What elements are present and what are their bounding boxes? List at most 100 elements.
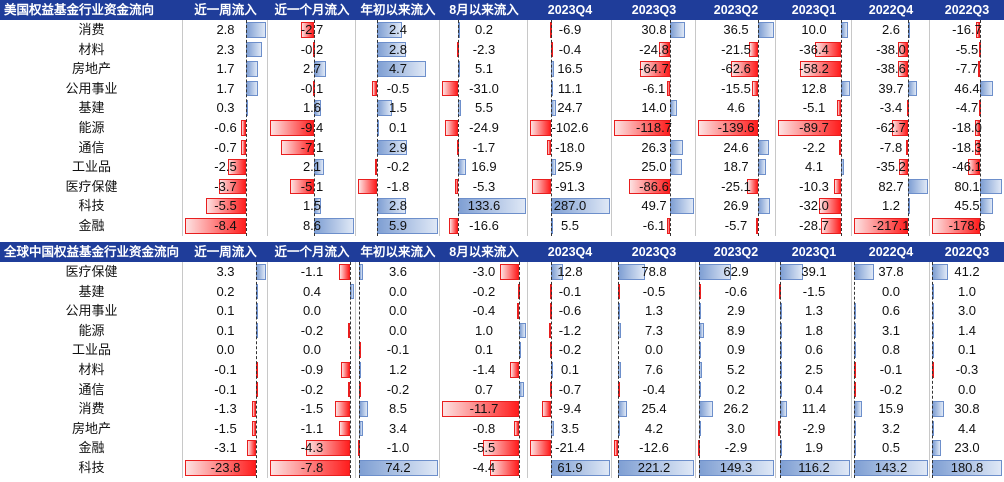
data-cell: 30.8 xyxy=(612,20,696,40)
data-cell: -21.4 xyxy=(528,438,612,458)
data-cell: -7.7 xyxy=(930,59,1004,79)
cell-value: 0.4 xyxy=(804,381,824,397)
table-row: 能源 0.1 -0.2 0.0 1.0 -1.2 7.3 8.9 1.8 3.1 1.4 xyxy=(0,321,1004,341)
cell-value: 74.2 xyxy=(385,460,411,475)
data-cell: -10.3 xyxy=(776,177,852,197)
cell-value: 45.5 xyxy=(954,198,980,214)
cell-value: 11.4 xyxy=(801,401,827,417)
cell-value: -28.7 xyxy=(799,218,829,233)
data-cell: 5.5 xyxy=(440,98,528,118)
cell-value: 3.3 xyxy=(216,264,235,279)
cell-value: -1.5 xyxy=(214,420,237,436)
outflow-bar xyxy=(747,178,759,195)
cell-value: -0.2 xyxy=(879,381,903,397)
column-header: 2023Q2 xyxy=(713,3,759,17)
cell-value: -0.2 xyxy=(386,381,410,397)
data-cell: -46.1 xyxy=(930,157,1004,177)
column-header: 2023Q3 xyxy=(631,245,677,259)
cell-value: -5.1 xyxy=(300,178,324,194)
outflow-bar xyxy=(490,460,520,476)
outflow-bar xyxy=(667,80,671,97)
outflow-bar xyxy=(697,120,759,136)
cell-value: 5.1 xyxy=(474,61,494,77)
data-cell: 0.0 xyxy=(356,282,440,302)
cell-value: 0.1 xyxy=(957,342,977,358)
data-cell: -3.4 xyxy=(852,98,930,118)
outflow-bar xyxy=(854,218,908,234)
outflow-bar xyxy=(334,401,350,417)
cell-value: -5.7 xyxy=(724,218,748,233)
data-cell: 1.5 xyxy=(268,196,356,216)
cell-value: 39.7 xyxy=(878,80,904,96)
cell-value: 82.7 xyxy=(878,178,904,194)
table-row: 房地产 -1.5 -1.1 3.4 -0.8 3.5 4.2 3.0 -2.9 3.2 4.4 xyxy=(0,419,1004,439)
data-cell: 41.2 xyxy=(930,262,1004,282)
cell-value: 0.2 xyxy=(474,22,494,37)
cell-value: 12.8 xyxy=(801,80,827,96)
column-header: 2022Q3 xyxy=(944,245,990,259)
data-cell: 7.3 xyxy=(612,321,696,341)
column-divider xyxy=(355,20,356,236)
cell-value: -1.1 xyxy=(300,264,324,279)
outflow-bar xyxy=(347,322,350,339)
outflow-bar xyxy=(340,362,350,378)
outflow-bar xyxy=(731,61,759,77)
row-label: 工业品 xyxy=(71,159,111,175)
cell-value: 12.8 xyxy=(557,264,583,279)
data-cell: 45.5 xyxy=(930,196,1004,216)
zero-axis-line xyxy=(779,262,781,478)
cell-value: -0.6 xyxy=(214,120,237,135)
outflow-bar xyxy=(252,401,257,417)
data-cell: -6.1 xyxy=(612,216,696,236)
cell-value: -0.3 xyxy=(955,362,979,377)
row-label: 房地产 xyxy=(71,61,111,77)
cell-value: 26.2 xyxy=(723,401,749,417)
data-cell: 62.9 xyxy=(696,262,776,282)
cell-value: -5.5 xyxy=(472,440,496,456)
column-divider xyxy=(182,262,183,478)
cell-value: 2.8 xyxy=(388,41,408,57)
cell-value: -1.0 xyxy=(386,440,410,456)
data-cell: 0.3 xyxy=(183,98,268,118)
cell-value: 0.5 xyxy=(881,440,901,456)
table-title: 美国权益基金行业资金流向 xyxy=(4,3,155,17)
outflow-bar xyxy=(532,178,552,195)
cell-value: -0.1 xyxy=(300,80,324,96)
data-cell: -0.4 xyxy=(528,40,612,60)
cell-value: -5.1 xyxy=(802,100,826,116)
data-cell: 0.6 xyxy=(852,301,930,321)
column-divider xyxy=(439,262,440,478)
data-cell: -35.2 xyxy=(852,157,930,177)
cell-value: 1.3 xyxy=(804,303,824,319)
data-cell: -4.7 xyxy=(930,98,1004,118)
row-label: 材料 xyxy=(78,362,105,377)
cell-value: -23.8 xyxy=(210,460,241,475)
cell-value: -0.1 xyxy=(214,362,237,377)
cell-value: -3.7 xyxy=(214,178,237,194)
outflow-bar xyxy=(185,460,257,476)
row-label: 公用事业 xyxy=(65,303,118,319)
data-cell: 0.9 xyxy=(696,340,776,360)
cell-value: 1.0 xyxy=(957,283,977,299)
table-row: 消费 -1.3 -1.5 8.5 -11.7 -9.4 25.4 26.2 11.4 15.9 30… xyxy=(0,399,1004,419)
outflow-bar xyxy=(833,178,841,195)
outflow-bar xyxy=(241,120,246,136)
zero-axis-line xyxy=(551,20,553,236)
cell-value: 0.2 xyxy=(216,283,235,299)
cell-value: -7.7 xyxy=(955,61,979,77)
cell-value: 62.9 xyxy=(723,264,749,279)
cell-value: -64.7 xyxy=(639,61,669,77)
column-header: 2023Q3 xyxy=(631,3,677,17)
outflow-bar xyxy=(305,440,350,456)
column-header: 近一周流入 xyxy=(194,3,257,17)
data-cell: -0.1 xyxy=(356,340,440,360)
column-header: 近一个月流入 xyxy=(274,3,350,17)
cell-value: 8.9 xyxy=(726,322,746,338)
data-cell: 4.2 xyxy=(612,419,696,439)
column-header: 近一个月流入 xyxy=(274,245,350,259)
data-cell: -0.7 xyxy=(528,380,612,400)
data-cell: 7.6 xyxy=(612,360,696,380)
cell-value: -62.6 xyxy=(721,61,751,77)
column-divider xyxy=(695,262,696,478)
data-cell: 0.1 xyxy=(440,340,528,360)
